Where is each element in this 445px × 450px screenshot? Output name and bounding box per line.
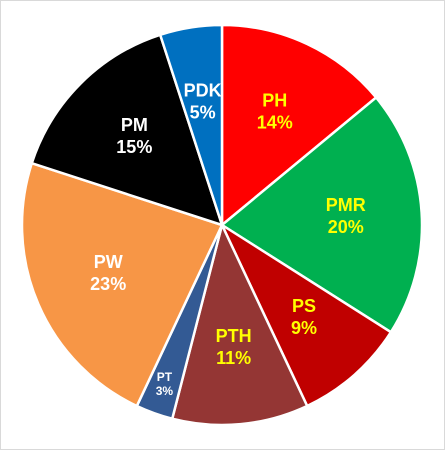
slice-value-label: 9% — [291, 318, 317, 338]
pie-slice — [219, 95, 424, 334]
slice-value-label: 15% — [116, 137, 152, 157]
pie-slice — [219, 221, 393, 408]
slice-value-label: 14% — [257, 113, 293, 133]
slice-label: PH — [262, 91, 287, 111]
slice-value-label: 3% — [156, 384, 174, 398]
slice-value-label: 11% — [216, 348, 251, 368]
pie-slice — [158, 23, 224, 226]
slice-label: PW — [94, 252, 123, 272]
slice-label: PDK — [184, 80, 222, 100]
slice-label: PTH — [216, 326, 252, 346]
slice-value-label: 20% — [328, 217, 364, 237]
slice-value-label: 5% — [190, 102, 216, 122]
slice-label: PMR — [326, 195, 366, 215]
slice-value-label: 23% — [90, 274, 126, 294]
pie-slice — [220, 23, 378, 228]
slice-label: PT — [157, 370, 173, 384]
slice-label: PS — [292, 296, 316, 316]
pie-slice — [170, 221, 309, 427]
pie-slice — [20, 161, 224, 408]
slice-label: PM — [121, 115, 148, 135]
